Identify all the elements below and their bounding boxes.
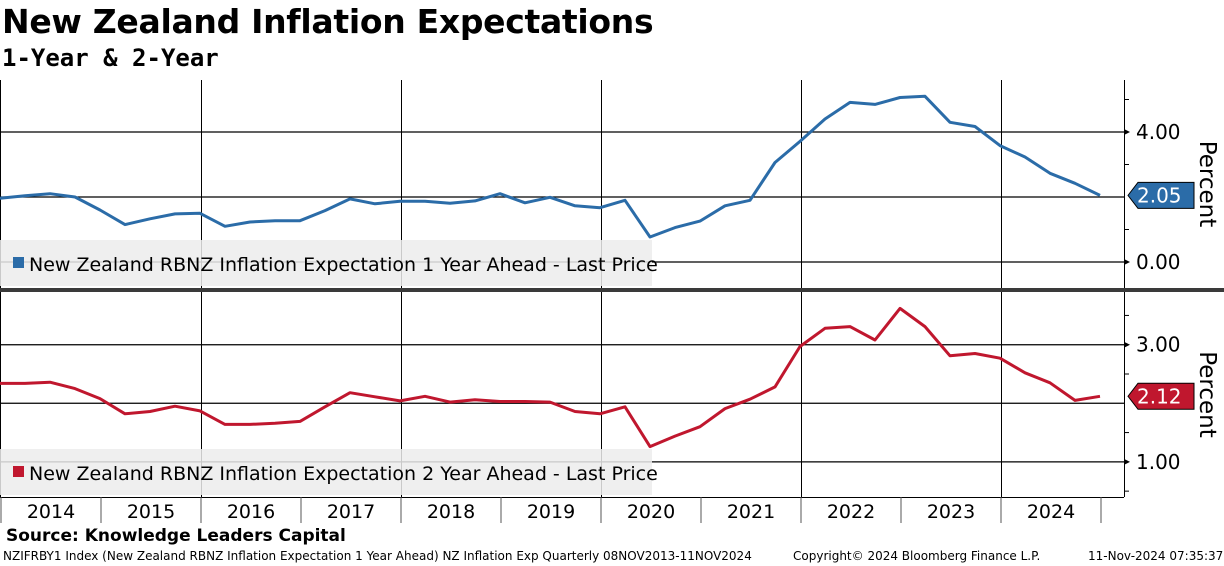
footer-copyright: Copyright© 2024 Bloomberg Finance L.P. (793, 549, 1041, 563)
y-axis-label: Percent (1194, 351, 1220, 438)
legend-swatch (13, 466, 24, 477)
x-tick-label: 2015 (127, 501, 175, 523)
x-tick-label: 2020 (627, 501, 675, 523)
x-tick-label: 2018 (427, 501, 475, 523)
y-tick-arrow (1124, 259, 1130, 265)
footer-timestamp: 11-Nov-2024 07:35:37 (1088, 549, 1224, 563)
x-tick-label: 2014 (27, 501, 75, 523)
last-price-label: 2.12 (1137, 384, 1182, 408)
y-axis-label: Percent (1194, 141, 1220, 228)
last-price-label: 2.05 (1137, 183, 1182, 207)
chart-title: New Zealand Inflation Expectations (2, 2, 654, 41)
x-tick-label: 2019 (527, 501, 575, 523)
legend-box (0, 240, 652, 286)
y-tick-arrow (1124, 129, 1130, 135)
y-tick-arrow (1124, 341, 1130, 348)
panel-separator (0, 288, 1224, 292)
footer-left: NZIFRBY1 Index (New Zealand RBNZ Inflati… (3, 549, 752, 563)
legend-label: New Zealand RBNZ Inflation Expectation 2… (29, 463, 658, 485)
x-tick-label: 2024 (1027, 501, 1075, 523)
legend-swatch (13, 257, 24, 268)
x-tick-label: 2017 (327, 501, 375, 523)
x-tick-label: 2021 (727, 501, 775, 523)
x-tick-label: 2022 (827, 501, 875, 523)
y-tick-label: 3.00 (1136, 333, 1181, 357)
y-tick-label: 1.00 (1136, 450, 1181, 474)
y-tick-label: 4.00 (1136, 120, 1181, 144)
source-note: Source: Knowledge Leaders Capital (6, 526, 346, 546)
y-tick-arrow (1124, 458, 1130, 465)
x-tick-label: 2016 (227, 501, 275, 523)
last-price-tag (1127, 181, 1195, 209)
series-line (0, 94, 1101, 239)
chart-subtitle: 1-Year & 2-Year (2, 44, 219, 72)
series-line (0, 306, 1101, 449)
x-tick-label: 2023 (927, 501, 975, 523)
legend-label: New Zealand RBNZ Inflation Expectation 1… (29, 254, 658, 276)
legend-box (0, 449, 652, 495)
y-tick-label: 0.00 (1136, 250, 1181, 274)
last-price-tag (1127, 382, 1195, 410)
